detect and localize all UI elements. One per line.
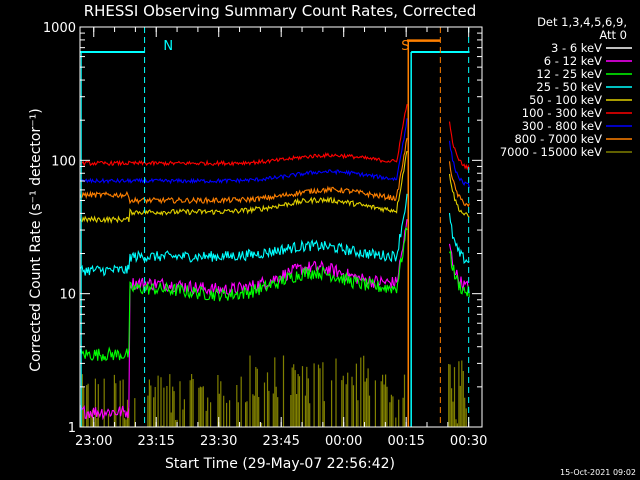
x-tick-label: 00:30 [450,434,487,449]
x-tick-label: 00:15 [387,434,424,449]
x-tick-label: 23:00 [75,434,112,449]
legend-entry: 3 - 6 keV [551,41,602,55]
x-tick-label: 00:00 [325,434,362,449]
legend-entry: 300 - 800 keV [522,119,602,133]
legend-header: Det 1,3,4,5,6,9, [537,15,627,29]
series-line-800-7000kev [79,137,470,208]
series-line-12-25kev [79,227,470,362]
y-tick-label: 10 [59,288,76,303]
axes: 1 10 100 1000 23:00 23:15 23:30 23:45 00:00 00:15… [43,21,487,449]
x-axis-label: Start Time (29-May-07 22:56:42) [165,456,395,472]
annotation-s: S [401,39,409,54]
y-tick-label: 100 [51,154,76,169]
series-line-3-6kev [79,264,470,371]
legend-entry: 25 - 50 keV [536,80,602,94]
y-tick-label: 1 [68,421,76,436]
legend-entry: 6 - 12 keV [544,54,602,68]
x-tick-label: 23:30 [200,434,237,449]
y-tick-label: 1000 [43,21,76,36]
x-tick-label: 23:45 [262,434,299,449]
x-tick-label: 23:15 [137,434,174,449]
chart-title: RHESSI Observing Summary Count Rates, Co… [84,2,477,20]
legend-entry: 100 - 300 keV [522,106,602,120]
legend-header: Att 0 [599,28,627,42]
series-line-50-100kev [79,150,470,225]
series-line-100-300kev [79,104,470,171]
y-axis-label: Corrected Count Rate (s⁻¹ detector⁻¹) [28,108,44,371]
annotation-n: N [163,39,173,54]
plot-frame [79,26,483,428]
series-line-25-50kev [79,193,470,277]
legend-entry: 7000 - 15000 keV [500,145,602,159]
legend-entry: 50 - 100 keV [529,93,602,107]
footer-date: 15-Oct-2021 09:02 [560,468,636,477]
legend-entry: 12 - 25 keV [536,67,602,81]
legend-entry: 800 - 7000 keV [514,132,602,146]
series-line-300-800kev [79,118,470,188]
